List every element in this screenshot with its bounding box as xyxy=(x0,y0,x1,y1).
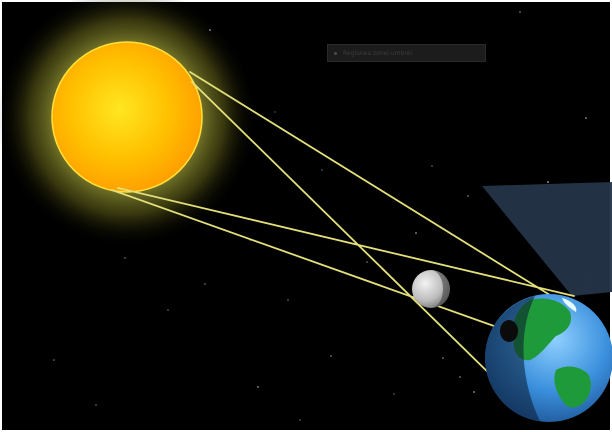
umbra-spot xyxy=(500,320,518,342)
caption-text: Regiunea zonei umbrei xyxy=(343,49,412,57)
umbra-region-caption: Regiunea zonei umbrei xyxy=(327,44,486,62)
earth-icon xyxy=(485,294,612,422)
light-rays xyxy=(111,71,575,385)
stars xyxy=(53,11,591,421)
moon-icon xyxy=(412,270,450,308)
shadow-cone xyxy=(482,182,612,296)
bullet-icon xyxy=(334,51,337,55)
sun-icon xyxy=(51,41,203,193)
